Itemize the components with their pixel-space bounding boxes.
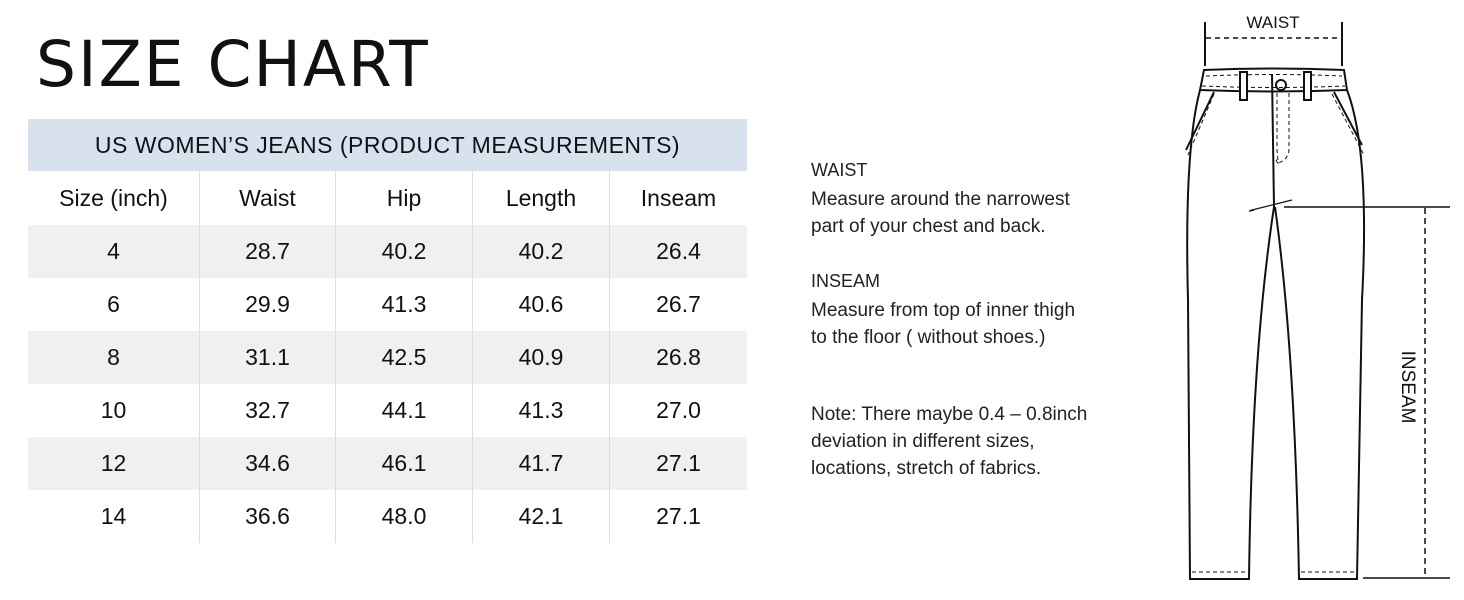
jeans-outline [1185, 67, 1366, 580]
table-cell: 46.1 [336, 437, 473, 490]
table-cell: 26.7 [656, 291, 701, 317]
inseam-measure-bracket [1284, 206, 1450, 579]
waist-label: WAIST [1246, 13, 1299, 32]
table-cell: 40.2 [473, 225, 610, 278]
note-line: locations, stretch of fabrics. [811, 458, 1042, 479]
note-line: Note: There maybe 0.4 – 0.8inch [811, 404, 1088, 425]
table-row: 10 32.7 44.1 41.3 27.0 [28, 384, 747, 437]
note-line: deviation in different sizes, [811, 431, 1035, 452]
table-cell: 41.3 [336, 278, 473, 331]
table-row: 8 31.1 42.5 40.9 26.8 [28, 331, 747, 384]
table-row: 6 29.9 41.3 40.6 26.7 [28, 278, 747, 331]
inseam-line: Measure from top of inner thigh [811, 300, 1076, 321]
table-cell: 40.2 [336, 225, 473, 278]
column-header: Size (inch) [28, 171, 200, 225]
table-cell: 27.1 [656, 503, 701, 529]
table-cell: 41.3 [473, 384, 610, 437]
column-header: Length [473, 171, 610, 225]
waist-line: part of your chest and back. [811, 216, 1046, 237]
inseam-line: to the floor ( without shoes.) [811, 327, 1046, 348]
table-cell: 42.1 [473, 490, 610, 543]
table-caption: US WOMEN’S JEANS (PRODUCT MEASUREMENTS) [28, 119, 747, 171]
column-header: Waist [200, 171, 336, 225]
table-row: 14 36.6 48.0 42.1 27.1 [28, 490, 747, 543]
size-table: US WOMEN’S JEANS (PRODUCT MEASUREMENTS) … [28, 119, 747, 543]
table-cell: 36.6 [200, 490, 336, 543]
table-cell: 12 [28, 437, 200, 490]
table-cell: 31.1 [200, 331, 336, 384]
table-cell: 26.4 [656, 238, 701, 264]
column-header: Inseam [640, 184, 717, 211]
table-row: 4 28.7 40.2 40.2 26.4 [28, 225, 747, 278]
waist-heading: WAIST [811, 160, 868, 180]
table-row: 12 34.6 46.1 41.7 27.1 [28, 437, 747, 490]
table-cell: 29.9 [200, 278, 336, 331]
table-cell: 6 [28, 278, 200, 331]
table-cell: 42.5 [336, 331, 473, 384]
table-cell: 32.7 [200, 384, 336, 437]
table-cell: 28.7 [200, 225, 336, 278]
table-cell: 44.1 [336, 384, 473, 437]
waist-line: Measure around the narrowest [811, 189, 1070, 210]
table-cell: 41.7 [473, 437, 610, 490]
waist-measure-bracket [1204, 22, 1343, 66]
table-cell: 26.8 [656, 344, 701, 370]
table-cell: 34.6 [200, 437, 336, 490]
table-cell: 27.0 [656, 397, 701, 423]
table-cell: 27.1 [656, 450, 701, 476]
table-cell: 10 [28, 384, 200, 437]
measurement-notes: WAIST Measure around the narrowest part … [811, 157, 1087, 510]
column-header: Hip [336, 171, 473, 225]
table-cell: 40.9 [473, 331, 610, 384]
table-header-row: Size (inch) Waist Hip Length Inseam [28, 171, 747, 225]
table-cell: 8 [28, 331, 200, 384]
table-cell: 4 [28, 225, 200, 278]
inseam-label: INSEAM [1397, 351, 1418, 424]
table-cell: 14 [28, 490, 200, 543]
inseam-heading: INSEAM [811, 271, 881, 291]
table-cell: 48.0 [336, 490, 473, 543]
table-cell: 40.6 [473, 278, 610, 331]
page-title: SIZE CHART [36, 28, 430, 101]
